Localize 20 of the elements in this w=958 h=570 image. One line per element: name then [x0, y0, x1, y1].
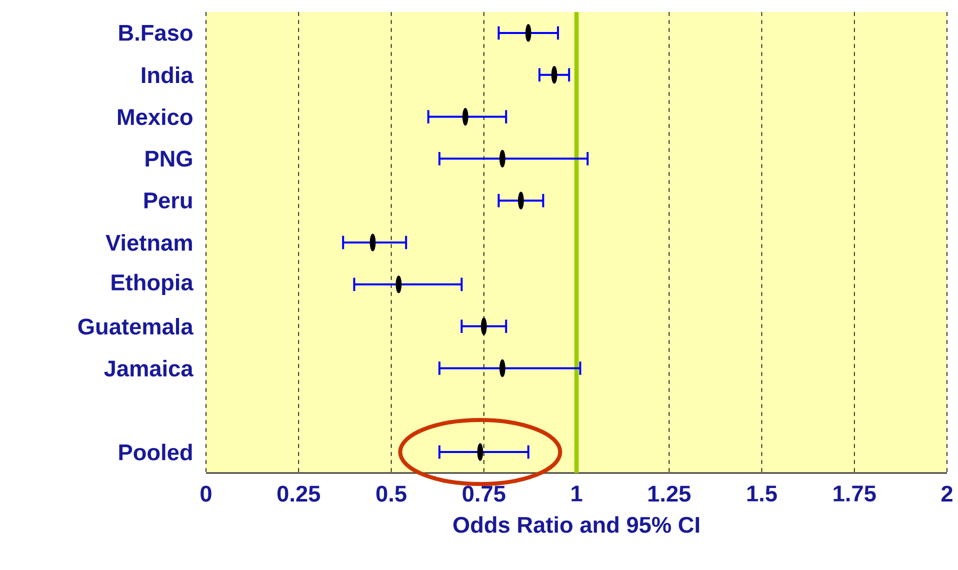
x-tick-label: 1.25: [648, 486, 691, 502]
x-tick-label: 2: [941, 486, 952, 502]
y-tick-label: Mexico: [118, 108, 192, 126]
x-tick-label: 1: [572, 486, 582, 502]
x-tick-label: 0.75: [462, 486, 506, 502]
y-tick-label: Guatemala: [78, 318, 194, 335]
y-tick-label: PNG: [146, 150, 192, 167]
y-tick-label: Peru: [144, 192, 192, 208]
x-tick-label: 0: [200, 486, 212, 502]
y-tick-label: B.Faso: [119, 25, 192, 41]
y-tick-label: India: [142, 66, 194, 84]
x-axis-title: Odds Ratio and 95% CI: [453, 516, 700, 533]
y-tick-label: Ethopia: [112, 274, 194, 295]
x-tick-label: 1.75: [834, 486, 876, 502]
x-tick-label: 1.5: [747, 486, 777, 502]
x-tick-label: 0.25: [277, 486, 320, 502]
y-tick-label: Jamaica: [104, 360, 194, 377]
x-tick-label: 0.5: [376, 486, 406, 502]
y-tick-label: Pooled: [119, 444, 192, 460]
y-tick-label: Vietnam: [106, 234, 192, 251]
